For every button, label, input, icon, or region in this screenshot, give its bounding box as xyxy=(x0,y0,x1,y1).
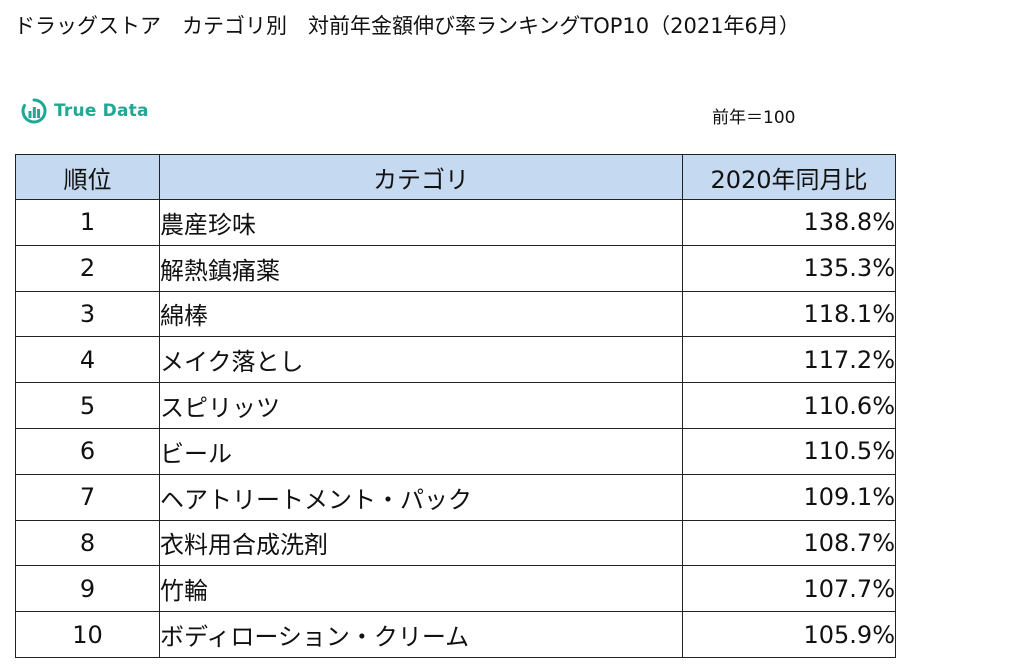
rank-cell: 1 xyxy=(15,199,160,246)
ratio-cell: 110.6% xyxy=(682,382,896,429)
rank-cell: 6 xyxy=(15,427,160,475)
ratio-cell: 105.9% xyxy=(682,611,896,658)
category-cell: 衣料用合成洗剤 xyxy=(159,519,683,567)
bar-chart-ring-icon xyxy=(21,98,47,124)
table-header-row: 順位 カテゴリ 2020年同月比 xyxy=(15,154,896,200)
category-cell: メイク落とし xyxy=(159,336,683,384)
table-row: 6 ビール 110.5% xyxy=(15,427,896,475)
ratio-cell: 109.1% xyxy=(682,473,896,521)
page-title: ドラッグストア カテゴリ別 対前年金額伸び率ランキングTOP10（2021年6月… xyxy=(14,14,800,38)
rank-cell: 2 xyxy=(15,244,160,292)
table-row: 9 竹輪 107.7% xyxy=(15,565,896,613)
table-row: 10 ボディローション・クリーム 105.9% xyxy=(15,611,896,658)
category-cell: 竹輪 xyxy=(159,565,683,613)
rank-cell: 5 xyxy=(15,382,160,429)
ratio-cell: 108.7% xyxy=(682,519,896,567)
rank-cell: 7 xyxy=(15,473,160,521)
table-row: 1 農産珍味 138.8% xyxy=(15,199,896,246)
truedata-logo: True Data xyxy=(20,97,149,125)
category-cell: 農産珍味 xyxy=(159,199,683,246)
header-category: カテゴリ xyxy=(159,154,683,200)
ratio-cell: 138.8% xyxy=(682,199,896,246)
table-row: 7 ヘアトリートメント・パック 109.1% xyxy=(15,473,896,521)
rank-cell: 10 xyxy=(15,611,160,658)
header-ratio: 2020年同月比 xyxy=(682,154,896,200)
category-cell: スピリッツ xyxy=(159,382,683,429)
rank-cell: 4 xyxy=(15,336,160,384)
category-cell: ヘアトリートメント・パック xyxy=(159,473,683,521)
ratio-cell: 117.2% xyxy=(682,336,896,384)
table-row: 3 綿棒 118.1% xyxy=(15,290,896,338)
category-cell: 解熱鎮痛薬 xyxy=(159,244,683,292)
ratio-cell: 110.5% xyxy=(682,427,896,475)
ratio-cell: 107.7% xyxy=(682,565,896,613)
table-row: 8 衣料用合成洗剤 108.7% xyxy=(15,519,896,567)
ratio-cell: 118.1% xyxy=(682,290,896,338)
rank-cell: 9 xyxy=(15,565,160,613)
logo-text: True Data xyxy=(54,101,149,121)
table-row: 2 解熱鎮痛薬 135.3% xyxy=(15,244,896,292)
category-cell: ビール xyxy=(159,427,683,475)
table-row: 4 メイク落とし 117.2% xyxy=(15,336,896,384)
rank-cell: 8 xyxy=(15,519,160,567)
header-rank: 順位 xyxy=(15,154,160,200)
table-row: 5 スピリッツ 110.6% xyxy=(15,382,896,429)
base-note: 前年＝100 xyxy=(712,108,796,128)
ratio-cell: 135.3% xyxy=(682,244,896,292)
rank-cell: 3 xyxy=(15,290,160,338)
ranking-table: 順位 カテゴリ 2020年同月比 1 農産珍味 138.8% 2 解熱鎮痛薬 1… xyxy=(15,154,896,658)
category-cell: ボディローション・クリーム xyxy=(159,611,683,658)
category-cell: 綿棒 xyxy=(159,290,683,338)
